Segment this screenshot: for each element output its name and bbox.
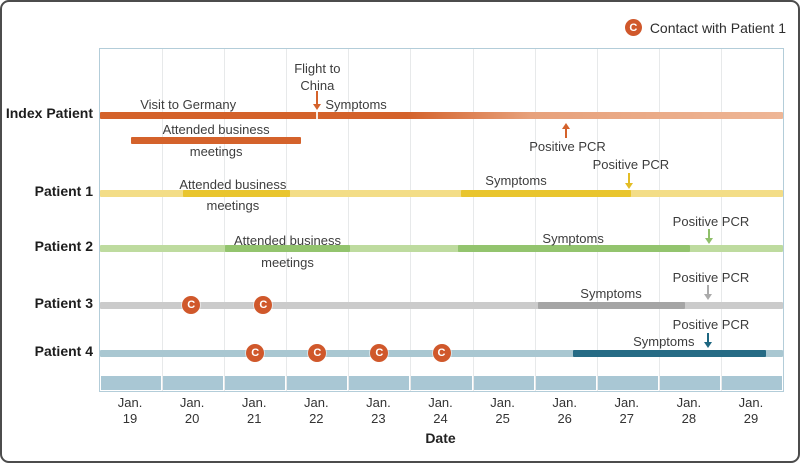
axis-date-label: Jan. 24 — [428, 395, 453, 426]
annotation-symptoms: Symptoms — [325, 97, 387, 112]
gridline — [534, 49, 536, 391]
axis-date-label: Jan. 19 — [117, 395, 143, 426]
axis-date-label: Jan. 22 — [304, 395, 329, 426]
index-patient-notch — [316, 111, 319, 119]
axis-day-cell — [163, 376, 224, 390]
axis-date-label: Jan. 27 — [614, 395, 640, 426]
annotation-positive-pcr: Positive PCR — [529, 139, 606, 154]
index-patient-arrow-down — [312, 91, 322, 110]
axis-day-cell — [287, 376, 348, 390]
annotation-positive-pcr: Positive PCR — [672, 214, 750, 229]
legend-label: Contact with Patient 1 — [649, 19, 786, 36]
patient-2-bar — [100, 244, 783, 252]
axis-day-cell — [101, 376, 162, 390]
axis-day-cell — [597, 376, 658, 390]
patient-1-bar — [100, 189, 783, 197]
axis-date-label: Jan. 26 — [552, 395, 577, 426]
axis-date-label: Jan. 23 — [366, 395, 391, 426]
patient-4-label: Patient 4 — [34, 343, 93, 359]
gridline — [410, 49, 412, 391]
axis-date-label: Jan. 20 — [179, 395, 205, 426]
axis-day-cell — [349, 376, 410, 390]
annotation-flight-to: Flight to — [294, 61, 341, 76]
patient-3-bar — [100, 301, 783, 309]
annotation-visit-to-germany: Visit to Germany — [140, 97, 237, 112]
annotation-symptoms: Symptoms — [542, 231, 604, 246]
gridline — [348, 49, 350, 391]
contact-marker: C — [254, 296, 273, 314]
patient-1-attended-business-meetings — [183, 189, 290, 197]
contact-marker: C — [308, 344, 327, 362]
patient-1-arrow-down — [624, 173, 634, 189]
index-patient-label: Index Patient — [5, 105, 93, 121]
patient-3-arrow-down — [703, 285, 713, 300]
patient-2-arrow-down — [704, 229, 714, 244]
axis-date-label: Jan. 21 — [241, 395, 267, 426]
annotation-symptoms: Symptoms — [485, 173, 547, 188]
annotation-symptoms: Symptoms — [580, 286, 642, 301]
axis-date-label: Jan. 28 — [676, 395, 702, 426]
annotation-meetings: meetings — [261, 255, 314, 270]
patient-4-symptoms — [573, 349, 767, 357]
axis-day-cell — [535, 376, 596, 390]
x-axis-title: Date — [425, 430, 456, 446]
gridline — [658, 49, 660, 391]
gridline — [720, 49, 722, 391]
annotation-symptoms: Symptoms — [633, 334, 695, 349]
index-patient-arrow-up — [561, 123, 571, 138]
contact-marker: C — [432, 344, 451, 362]
patient-3-symptoms — [537, 301, 685, 309]
annotation-meetings: meetings — [206, 198, 260, 213]
annotation-meetings: meetings — [189, 144, 243, 159]
annotation-positive-pcr: Positive PCR — [672, 317, 750, 332]
patient-1-label: Patient 1 — [34, 183, 93, 199]
gridline — [162, 49, 164, 391]
annotation-china: China — [300, 78, 335, 93]
axis-day-cell — [659, 376, 720, 390]
axis-day-cell — [411, 376, 472, 390]
patient-1-symptoms — [460, 189, 631, 197]
index-patient-bar — [100, 111, 783, 119]
plot-area: Visit to Germany Flight to China Symptoms At… — [99, 48, 784, 392]
patient-3-label: Patient 3 — [34, 295, 93, 311]
contact-marker: C — [246, 344, 265, 362]
gridline — [286, 49, 288, 391]
annotation-positive-pcr: Positive PCR — [592, 157, 670, 172]
contact-marker-icon: C — [624, 19, 642, 36]
patient-2-attended-business-meetings — [224, 244, 351, 252]
patient-2-label: Patient 2 — [34, 238, 93, 254]
axis-date-label: Jan. 29 — [738, 395, 764, 426]
annotation-attended-business: Attended business — [162, 122, 270, 137]
annotation-attended-business: Attended business — [234, 233, 341, 248]
patient-4-arrow-down — [703, 333, 713, 348]
axis-date-label: Jan. 25 — [490, 395, 515, 426]
axis-day-cell — [721, 376, 782, 390]
legend: C Contact with Patient 1 — [624, 19, 786, 36]
patient-2-symptoms — [458, 244, 690, 252]
contact-marker: C — [370, 344, 389, 362]
index-patient-attended-business-meetings — [131, 136, 302, 144]
axis-day-cell — [473, 376, 534, 390]
gridline — [596, 49, 598, 391]
annotation-positive-pcr: Positive PCR — [672, 270, 750, 285]
axis-day-cell — [225, 376, 286, 390]
annotation-attended-business: Attended business — [179, 177, 287, 192]
gridline — [224, 49, 226, 391]
gridline — [472, 49, 474, 391]
contact-marker: C — [182, 296, 201, 314]
